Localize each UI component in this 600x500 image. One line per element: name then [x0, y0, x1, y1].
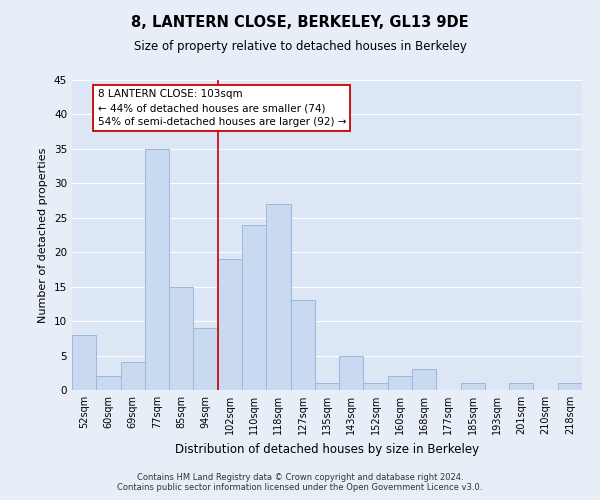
Bar: [315, 383, 339, 390]
Bar: [461, 383, 485, 390]
Bar: [339, 356, 364, 390]
Bar: [364, 383, 388, 390]
Bar: [218, 259, 242, 390]
X-axis label: Distribution of detached houses by size in Berkeley: Distribution of detached houses by size …: [175, 442, 479, 456]
Bar: [169, 286, 193, 390]
Bar: [121, 362, 145, 390]
Bar: [558, 383, 582, 390]
Bar: [72, 335, 96, 390]
Bar: [145, 149, 169, 390]
Bar: [412, 370, 436, 390]
Text: 8 LANTERN CLOSE: 103sqm
← 44% of detached houses are smaller (74)
54% of semi-de: 8 LANTERN CLOSE: 103sqm ← 44% of detache…: [97, 90, 346, 128]
Text: Contains public sector information licensed under the Open Government Licence v3: Contains public sector information licen…: [118, 484, 482, 492]
Text: Size of property relative to detached houses in Berkeley: Size of property relative to detached ho…: [134, 40, 466, 53]
Bar: [266, 204, 290, 390]
Bar: [290, 300, 315, 390]
Bar: [96, 376, 121, 390]
Y-axis label: Number of detached properties: Number of detached properties: [38, 148, 49, 322]
Text: 8, LANTERN CLOSE, BERKELEY, GL13 9DE: 8, LANTERN CLOSE, BERKELEY, GL13 9DE: [131, 15, 469, 30]
Bar: [242, 224, 266, 390]
Bar: [193, 328, 218, 390]
Text: Contains HM Land Registry data © Crown copyright and database right 2024.: Contains HM Land Registry data © Crown c…: [137, 474, 463, 482]
Bar: [388, 376, 412, 390]
Bar: [509, 383, 533, 390]
